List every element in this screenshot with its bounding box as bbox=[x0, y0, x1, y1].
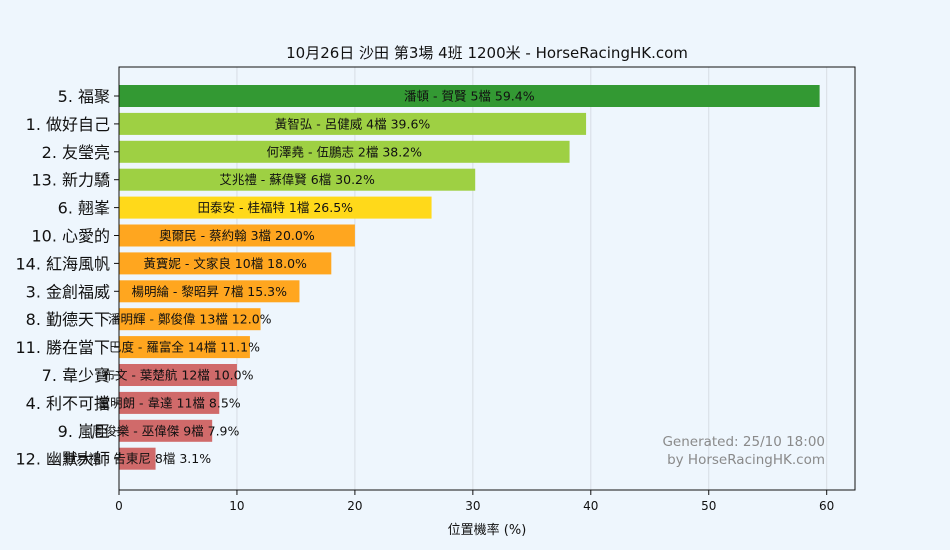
bar bbox=[119, 391, 220, 414]
x-tick-label: 50 bbox=[701, 499, 716, 513]
x-tick-label: 60 bbox=[819, 499, 834, 513]
y-category-label: 8. 勤德天下 bbox=[26, 310, 110, 329]
bar bbox=[119, 336, 250, 359]
y-category-label: 9. 嵐臣 bbox=[58, 422, 110, 441]
y-category-label: 1. 做好自己 bbox=[26, 115, 110, 134]
bar bbox=[119, 419, 213, 442]
bar-label: 黃寶妮 - 文家良 10檔 18.0% bbox=[143, 256, 307, 271]
x-tick-label: 30 bbox=[465, 499, 480, 513]
y-category-label: 13. 新力驕 bbox=[31, 171, 110, 190]
y-category-label: 14. 紅海風帆 bbox=[15, 254, 110, 273]
y-category-label: 12. 幽默大師 bbox=[15, 450, 110, 469]
plot-area bbox=[118, 66, 856, 491]
bars bbox=[119, 85, 820, 470]
grid-lines bbox=[118, 67, 828, 490]
y-category-label: 7. 韋少寶 bbox=[42, 366, 110, 385]
watermark-line-2: by HorseRacingHK.com bbox=[667, 452, 825, 468]
x-tick-label: 0 bbox=[115, 499, 123, 513]
bar-label: 巴度 - 羅富全 14檔 11.1% bbox=[109, 340, 260, 355]
x-axis-title: 位置機率 (%) bbox=[448, 522, 527, 538]
bar-label: 董明朗 - 韋達 11檔 8.5% bbox=[98, 395, 241, 410]
bar-label: 潘頓 - 賀賢 5檔 59.4% bbox=[404, 89, 535, 104]
y-category-label: 10. 心愛的 bbox=[31, 227, 110, 246]
bar-label: 奧爾民 - 蔡約翰 3檔 20.0% bbox=[159, 228, 315, 243]
bar bbox=[119, 196, 432, 219]
bar bbox=[119, 224, 355, 247]
bar bbox=[119, 280, 300, 303]
bar bbox=[119, 112, 587, 135]
bar bbox=[119, 308, 261, 331]
bar-labels: 潘頓 - 賀賢 5檔 59.4% 黃智弘 - 呂健威 4檔 39.6% 何澤堯 - … bbox=[63, 89, 534, 467]
bar-label: 周俊樂 - 巫偉傑 9檔 7.9% bbox=[92, 423, 240, 438]
y-category-label: 2. 友瑩亮 bbox=[42, 143, 110, 162]
bar-label: 楊明綸 - 黎昭昇 7檔 15.3% bbox=[131, 284, 287, 299]
chart-title: 10月26日 沙田 第3場 4班 1200米 - HorseRacingHK.c… bbox=[286, 44, 688, 62]
x-tick-label: 40 bbox=[583, 499, 598, 513]
bar-label: 布文 - 葉楚航 12檔 10.0% bbox=[102, 368, 253, 383]
bar-label: 田泰安 - 桂福特 1檔 26.5% bbox=[197, 200, 353, 215]
y-category-label: 4. 利不可擋 bbox=[26, 394, 110, 413]
x-tick-label: 10 bbox=[229, 499, 244, 513]
bar-label: 潘明輝 - 鄭俊偉 13檔 12.0% bbox=[108, 312, 272, 327]
bar bbox=[119, 252, 332, 275]
bar-label: 何澤堯 - 伍鵬志 2檔 38.2% bbox=[266, 144, 422, 159]
y-category-label: 5. 福聚 bbox=[58, 87, 110, 106]
bar-label: 鍾易禮 - 告東尼 8檔 3.1% bbox=[63, 451, 211, 466]
bar bbox=[119, 447, 156, 470]
bar bbox=[119, 85, 820, 107]
bar bbox=[119, 168, 476, 191]
bar bbox=[119, 364, 237, 386]
x-axis-ticks: 0 10 20 30 40 50 60 bbox=[115, 490, 834, 513]
y-category-label: 11. 勝在當下 bbox=[15, 338, 110, 357]
plot-frame bbox=[118, 66, 856, 491]
watermark-line-1: Generated: 25/10 18:00 bbox=[662, 434, 825, 450]
bar bbox=[119, 140, 570, 163]
bar-label: 黃智弘 - 呂健威 4檔 39.6% bbox=[275, 116, 431, 131]
y-category-label: 3. 金創福威 bbox=[26, 282, 110, 301]
y-axis-labels: 5. 福聚 1. 做好自己 2. 友瑩亮 13. 新力驕 6. 翹峯 10. 心愛的 14.… bbox=[15, 87, 119, 469]
x-tick-label: 20 bbox=[347, 499, 362, 513]
y-category-label: 6. 翹峯 bbox=[58, 199, 110, 218]
bar-label: 艾兆禮 - 蘇偉賢 6檔 30.2% bbox=[219, 172, 375, 187]
